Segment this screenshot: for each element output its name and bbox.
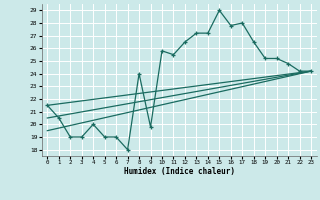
X-axis label: Humidex (Indice chaleur): Humidex (Indice chaleur) xyxy=(124,167,235,176)
